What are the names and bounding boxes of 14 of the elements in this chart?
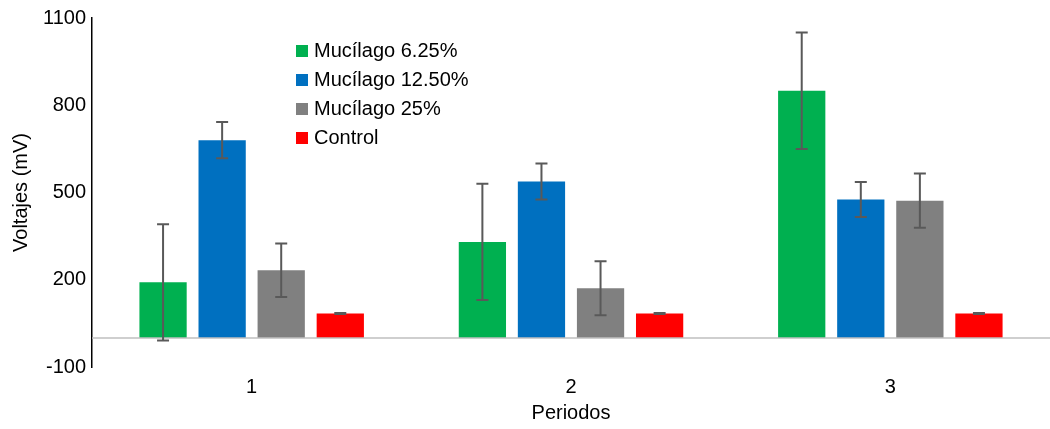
y-axis-title: Voltajes (mV) bbox=[8, 133, 31, 252]
y-tick-label: 800 bbox=[52, 92, 87, 115]
x-tick-label: 1 bbox=[246, 374, 258, 397]
legend-label: Mucílago 6.25% bbox=[314, 38, 458, 63]
y-tick-label: 500 bbox=[52, 180, 87, 203]
y-tick-label: 200 bbox=[52, 267, 87, 290]
legend-label: Mucílago 25% bbox=[314, 96, 441, 121]
legend-label: Mucílago 12.50% bbox=[314, 67, 469, 92]
legend-label: Control bbox=[314, 125, 379, 150]
x-tick-label: 2 bbox=[565, 374, 577, 397]
y-tick-label: -100 bbox=[45, 354, 87, 377]
x-axis-title: Periodos bbox=[531, 400, 611, 423]
x-tick-label: 3 bbox=[884, 374, 896, 397]
y-tick-label: 1100 bbox=[42, 5, 87, 28]
